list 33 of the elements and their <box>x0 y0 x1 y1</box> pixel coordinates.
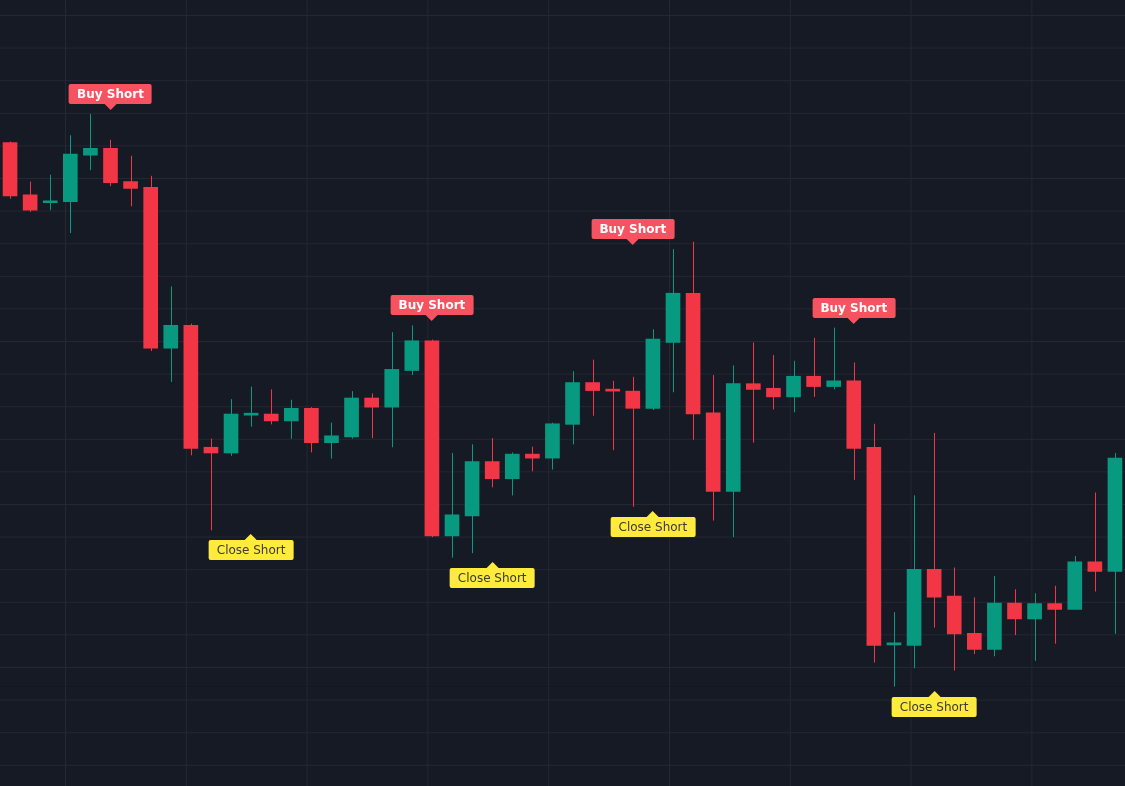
candlestick <box>243 386 259 428</box>
candlestick <box>1027 592 1042 662</box>
candlestick <box>283 399 299 440</box>
candlestick <box>886 611 902 688</box>
candlestick <box>1087 491 1103 593</box>
text: Buy Short <box>69 84 152 104</box>
candlestick <box>1047 585 1063 645</box>
candlestick <box>263 388 279 425</box>
text: Close Short <box>891 696 977 717</box>
candlestick <box>806 337 821 398</box>
candlestick <box>364 392 379 439</box>
candlestick <box>42 174 58 211</box>
annotation: Buy Short <box>591 219 675 240</box>
candlestick <box>163 285 179 383</box>
candlestick <box>786 360 801 413</box>
candlestick <box>967 596 982 655</box>
candlestick <box>484 437 500 488</box>
candlestick <box>83 113 98 171</box>
candlestick <box>22 181 38 213</box>
candlestick <box>1007 588 1022 636</box>
candlestick <box>324 422 339 460</box>
candlestick <box>444 452 460 559</box>
candlestick <box>585 359 600 417</box>
candlestick <box>826 327 842 390</box>
candlestick <box>766 354 781 410</box>
candlestick <box>625 376 641 508</box>
annotation: Close Short <box>208 540 294 561</box>
candlestick <box>123 155 138 207</box>
annotation: Buy Short <box>812 297 896 318</box>
annotation: Close Short <box>449 567 535 588</box>
annotation: Close Short <box>610 516 696 537</box>
candlestick <box>746 341 761 444</box>
annotation: Buy Short <box>390 295 474 316</box>
